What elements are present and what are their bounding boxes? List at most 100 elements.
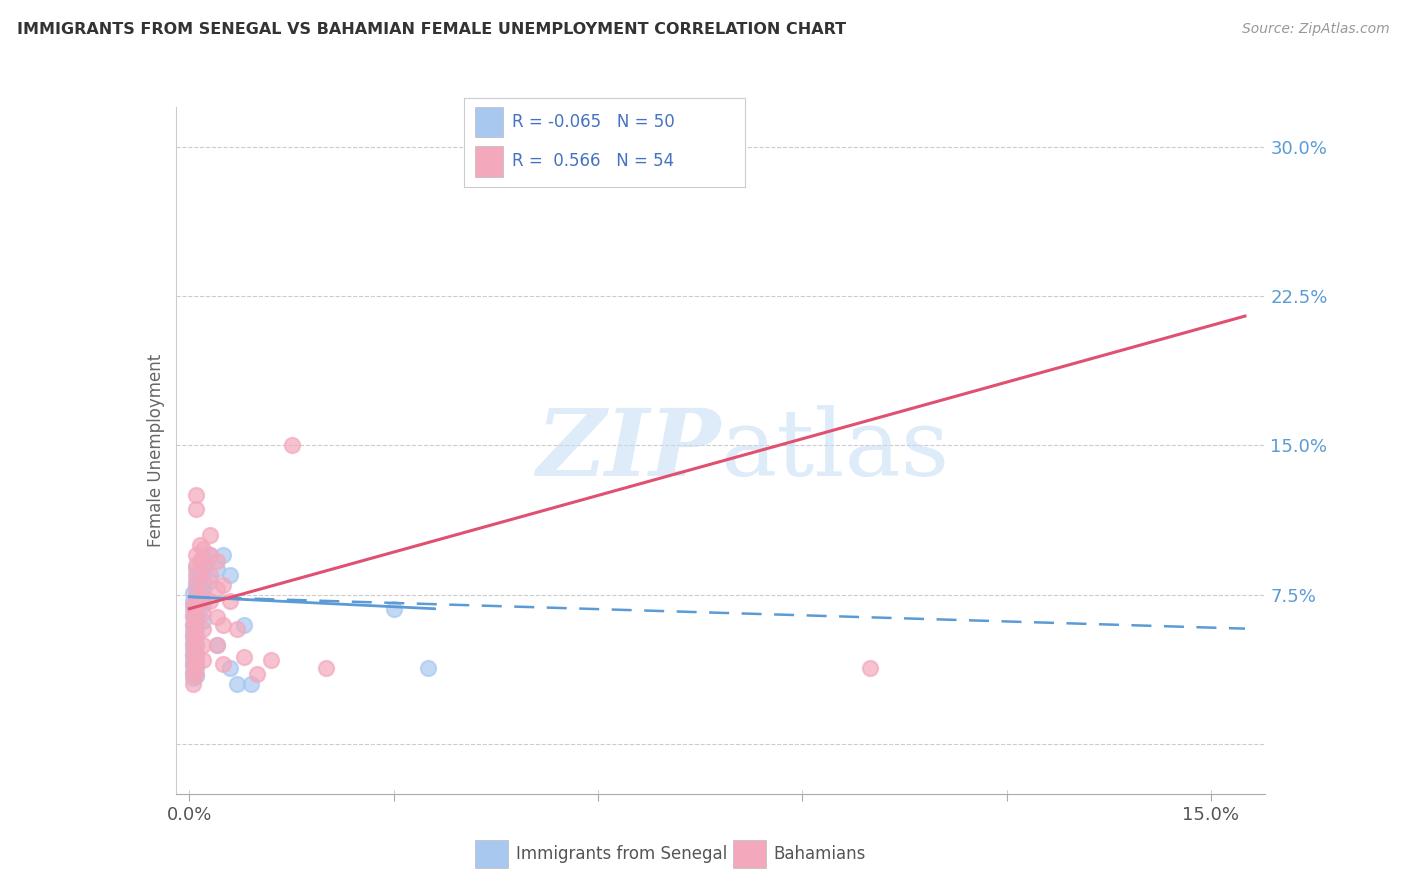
Point: [181, 617, 204, 632]
Point: [188, 538, 211, 552]
Point: [191, 614, 214, 628]
Point: [186, 558, 208, 572]
Point: [186, 614, 208, 628]
Point: [181, 677, 204, 691]
Point: [186, 617, 208, 632]
Point: [181, 630, 204, 644]
Point: [186, 648, 208, 662]
Point: [181, 659, 204, 673]
Point: [212, 578, 235, 592]
Point: [191, 590, 214, 604]
Y-axis label: Female Unemployment: Female Unemployment: [146, 354, 165, 547]
Point: [181, 667, 204, 681]
Point: [315, 661, 337, 675]
Text: atlas: atlas: [721, 406, 950, 495]
Point: [181, 624, 204, 638]
Point: [186, 638, 208, 652]
Point: [219, 567, 242, 582]
Point: [181, 627, 204, 641]
Point: [186, 646, 208, 660]
Point: [181, 617, 204, 632]
Point: [181, 635, 204, 649]
Point: [188, 582, 211, 596]
Point: [205, 554, 228, 568]
Point: [181, 638, 204, 652]
Point: [181, 641, 204, 656]
Point: [186, 567, 208, 582]
Point: [181, 665, 204, 680]
Point: [198, 528, 221, 542]
Point: [181, 594, 204, 608]
Point: [191, 598, 214, 612]
Point: [186, 582, 208, 596]
Point: [246, 667, 269, 681]
Bar: [734, 840, 766, 868]
Point: [191, 582, 214, 596]
Point: [416, 661, 439, 675]
Point: [191, 638, 214, 652]
Point: [212, 657, 235, 672]
Point: [191, 574, 214, 588]
Point: [232, 617, 254, 632]
Point: [181, 672, 204, 686]
Point: [186, 627, 208, 641]
Point: [198, 594, 221, 608]
Text: Immigrants from Senegal: Immigrants from Senegal: [516, 845, 727, 863]
Point: [260, 653, 283, 667]
Point: [219, 661, 242, 675]
Point: [186, 661, 208, 675]
Point: [219, 594, 242, 608]
Point: [226, 622, 249, 636]
Point: [186, 622, 208, 636]
Point: [655, 168, 678, 182]
Text: Bahamians: Bahamians: [773, 845, 866, 863]
Text: R = -0.065   N = 50: R = -0.065 N = 50: [512, 113, 675, 131]
Point: [186, 598, 208, 612]
Point: [205, 582, 228, 596]
Point: [188, 554, 211, 568]
Point: [205, 638, 228, 652]
Point: [186, 669, 208, 683]
Point: [195, 558, 218, 572]
Text: Source: ZipAtlas.com: Source: ZipAtlas.com: [1241, 22, 1389, 37]
Point: [181, 648, 204, 662]
Point: [191, 566, 214, 580]
Point: [186, 630, 208, 644]
Point: [181, 653, 204, 667]
Point: [212, 617, 235, 632]
Point: [188, 554, 211, 568]
Text: R =  0.566   N = 54: R = 0.566 N = 54: [512, 153, 673, 170]
Point: [198, 567, 221, 582]
Point: [186, 488, 208, 502]
Point: [186, 607, 208, 622]
Point: [186, 606, 208, 620]
Point: [181, 607, 204, 622]
Point: [212, 548, 235, 562]
Point: [280, 438, 302, 452]
Point: [226, 677, 249, 691]
Point: [186, 653, 208, 667]
Point: [186, 574, 208, 588]
Point: [186, 548, 208, 562]
Point: [186, 562, 208, 576]
Text: IMMIGRANTS FROM SENEGAL VS BAHAMIAN FEMALE UNEMPLOYMENT CORRELATION CHART: IMMIGRANTS FROM SENEGAL VS BAHAMIAN FEMA…: [17, 22, 846, 37]
Point: [181, 598, 204, 612]
Point: [198, 548, 221, 562]
Point: [232, 649, 254, 664]
Point: [186, 638, 208, 652]
Point: [186, 590, 208, 604]
Point: [186, 578, 208, 592]
Point: [186, 657, 208, 672]
Point: [205, 638, 228, 652]
Point: [198, 574, 221, 588]
Point: [191, 541, 214, 556]
Point: [191, 558, 214, 572]
Bar: [475, 146, 503, 177]
Point: [181, 657, 204, 672]
Point: [191, 606, 214, 620]
Point: [186, 667, 208, 681]
Point: [181, 648, 204, 662]
Point: [191, 653, 214, 667]
Point: [205, 562, 228, 576]
Point: [239, 677, 262, 691]
